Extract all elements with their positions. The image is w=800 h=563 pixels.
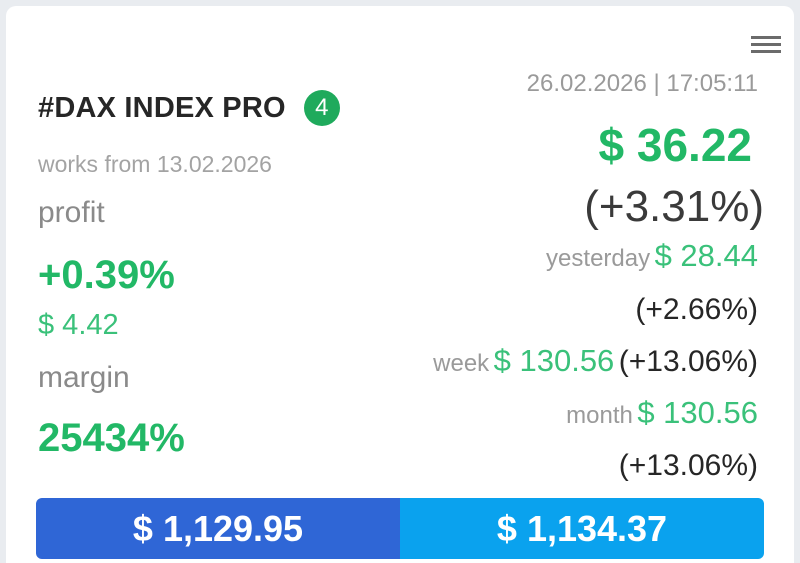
bid-ask-bar: $ 1,129.95 $ 1,134.37 — [36, 498, 764, 559]
works-from-text: works from 13.02.2026 — [38, 151, 272, 177]
title-row: #DAX INDEX PRO 4 — [38, 90, 340, 126]
ask-price-button[interactable]: $ 1,134.37 — [400, 498, 764, 559]
profit-label: profit — [38, 196, 105, 229]
month-change: (+13.06%) — [618, 449, 758, 482]
profit-usd: $ 4.42 — [38, 309, 119, 341]
margin-label: margin — [38, 361, 130, 394]
week-label: week — [433, 350, 490, 377]
week-row: week $ 130.56 (+13.06%) — [433, 343, 758, 379]
margin-value: 25434% — [38, 416, 185, 460]
week-value: $ 130.56 — [493, 343, 615, 378]
bid-price-button[interactable]: $ 1,129.95 — [36, 498, 400, 559]
instrument-card: #DAX INDEX PRO 4 works from 13.02.2026 p… — [6, 6, 794, 563]
profit-percent: +0.39% — [38, 253, 175, 297]
price-change: (+3.31%) — [584, 182, 764, 231]
current-price: $ 36.22 — [598, 119, 752, 171]
yesterday-label: yesterday — [546, 245, 651, 272]
yesterday-change: (+2.66%) — [635, 293, 758, 326]
yesterday-change-row: (+2.66%) — [635, 293, 758, 327]
yesterday-row: yesterday $ 28.44 — [546, 238, 758, 274]
instrument-title: #DAX INDEX PRO — [38, 91, 286, 124]
month-value: $ 130.56 — [637, 395, 758, 430]
month-row: month $ 130.56 — [566, 395, 758, 431]
month-change-row: (+13.06%) — [619, 449, 758, 483]
hamburger-menu-icon[interactable] — [751, 36, 781, 58]
yesterday-value: $ 28.44 — [654, 238, 758, 273]
week-change: (+13.06%) — [618, 345, 758, 378]
datetime: 26.02.2026 | 17:05:11 — [526, 70, 758, 97]
month-label: month — [566, 402, 633, 429]
count-badge: 4 — [303, 90, 340, 126]
